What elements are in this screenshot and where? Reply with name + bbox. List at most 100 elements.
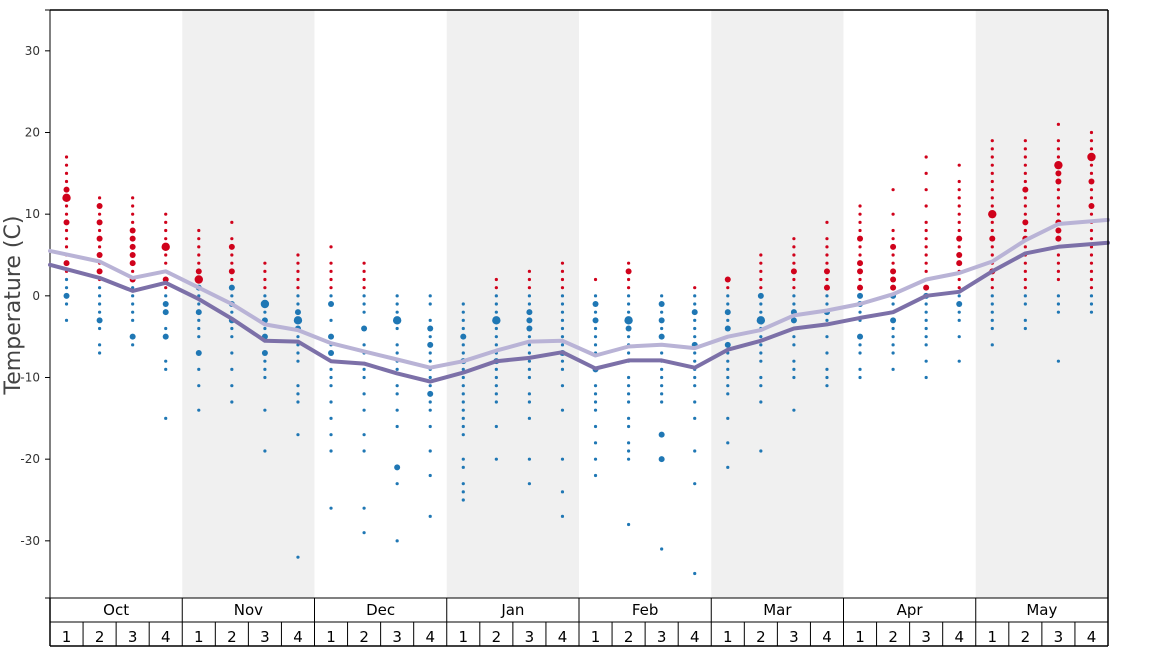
cold-dot [494,310,498,314]
warm-dot [957,228,961,233]
warm-dot [164,286,168,290]
cold-dot [494,400,498,404]
cold-dot [658,456,665,463]
warm-dot [131,212,135,216]
cold-dot [428,375,432,380]
cold-dot [660,384,664,388]
cold-dot [395,343,399,347]
warm-dot [1023,147,1027,151]
cold-dot [526,309,533,316]
cold-dot [990,294,994,298]
cold-dot [560,302,565,306]
cold-dot [329,318,333,322]
cold-dot [957,318,961,322]
cold-dot [693,416,697,420]
month-band-may [975,10,1108,598]
week-label: 3 [657,628,667,646]
cold-dot [759,384,763,388]
warm-dot [1023,196,1027,200]
cold-dot [990,343,994,347]
cold-dot [362,294,366,298]
warm-dot [64,245,69,249]
cold-dot [693,482,697,486]
cold-dot [197,302,201,306]
cold-dot [1056,359,1061,363]
week-label: 4 [822,628,832,646]
warm-dot [1056,204,1061,208]
warm-dot [64,163,69,167]
warm-dot [759,286,763,290]
warm-dot [990,220,994,224]
cold-dot [1056,294,1061,298]
warm-dot [97,212,102,216]
warm-dot [957,212,961,216]
cold-dot [461,465,465,469]
cold-dot [131,343,135,347]
warm-dot [858,228,862,233]
cold-dot [328,301,335,307]
cold-dot [361,325,368,332]
cold-dot [428,302,432,306]
warm-dot [792,237,796,241]
cold-dot [560,294,565,298]
week-label: 2 [359,628,369,646]
cold-dot [230,335,234,339]
warm-dot [825,253,829,257]
warm-dot [726,286,730,290]
cold-dot [957,310,961,314]
cold-dot [825,375,829,380]
cold-dot [660,547,664,551]
cold-dot [362,302,366,306]
warm-dot [857,260,864,267]
warm-dot [96,235,103,242]
cold-dot [626,384,631,388]
cold-dot [891,367,895,371]
warm-dot [924,171,928,175]
cold-dot [461,326,465,331]
warm-dot [329,245,333,249]
cold-dot [560,310,565,314]
cold-dot [362,310,366,314]
cold-dot [726,359,730,363]
cold-dot [329,416,333,420]
cold-dot [858,343,862,347]
cold-dot [825,351,829,355]
cold-dot [1056,302,1061,306]
warm-dot [1089,130,1094,135]
cold-dot [626,449,631,453]
cold-dot [626,375,631,380]
warm-dot [626,286,631,290]
warm-dot [990,204,994,208]
warm-dot [527,269,532,273]
warm-dot [64,179,69,184]
cold-dot [296,335,300,339]
cold-dot [593,335,598,339]
week-label: 1 [723,628,733,646]
warm-dot [1023,155,1027,159]
week-label: 3 [128,628,138,646]
warm-dot [97,196,102,200]
cold-dot [64,318,69,322]
cold-dot [593,424,598,429]
cold-dot [957,335,961,339]
warm-dot [164,228,168,233]
month-band-jan [446,10,579,598]
warm-dot [956,260,963,267]
cold-dot [164,326,168,331]
cold-dot [693,294,697,298]
warm-dot [162,276,169,283]
warm-dot [825,261,829,265]
warm-dot [494,286,498,290]
cold-dot [693,302,697,306]
cold-dot [461,343,465,347]
cold-dot [394,464,401,471]
warm-dot [924,228,928,233]
warm-dot [724,276,731,283]
cold-dot [329,375,333,380]
cold-dot [131,318,135,322]
cold-dot [329,367,333,371]
y-tick-label: -30 [20,534,40,548]
week-label: 2 [227,628,237,646]
warm-dot [1023,204,1027,208]
warm-dot [329,277,333,282]
